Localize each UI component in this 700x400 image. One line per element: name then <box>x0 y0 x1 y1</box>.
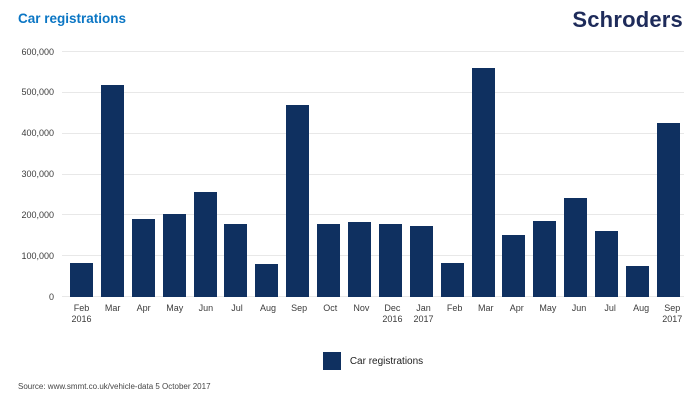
chart-title: Car registrations <box>18 11 127 26</box>
x-tick-label: Sep 2017 <box>662 303 683 324</box>
x-tick-label: Aug <box>633 303 650 313</box>
y-tick-label: 100,000 <box>21 250 54 261</box>
y-tick-label: 500,000 <box>21 87 54 98</box>
x-tick-label: Mar <box>477 303 494 313</box>
x-axis: Feb 2016 Mar Apr May Jun Jul Aug Sep Oct Nov Dec 201… <box>70 303 684 325</box>
x-tick: Jun <box>194 303 217 325</box>
x-tick-label: Nov <box>353 303 370 313</box>
x-tick: Feb <box>443 303 466 325</box>
x-tick-label: Dec 2016 <box>382 303 403 324</box>
x-tick: Jan 2017 <box>412 303 435 325</box>
x-tick-label: Apr <box>136 303 151 313</box>
x-tick: Jul <box>225 303 248 325</box>
bar <box>626 265 650 297</box>
bar <box>595 230 619 297</box>
x-tick: Nov <box>350 303 373 325</box>
x-tick-label: Oct <box>323 303 338 313</box>
y-tick-label: 200,000 <box>21 209 54 220</box>
x-tick: Oct <box>319 303 342 325</box>
legend-label: Car registrations <box>349 355 424 367</box>
x-tick: Apr <box>505 303 528 325</box>
y-tick-label: 600,000 <box>21 46 54 57</box>
x-tick: Sep 2017 <box>661 303 684 325</box>
x-tick-label: Jun <box>571 303 587 313</box>
gridline <box>62 214 684 216</box>
x-tick-label: Jun <box>198 303 214 313</box>
bar <box>502 234 526 297</box>
bar <box>378 224 402 297</box>
x-tick: Sep <box>288 303 311 325</box>
x-tick: Mar <box>474 303 497 325</box>
bar <box>255 263 279 297</box>
x-tick: Jun <box>568 303 591 325</box>
bar <box>162 213 186 297</box>
bar <box>70 263 93 297</box>
bar <box>564 197 588 297</box>
x-tick: May <box>163 303 186 325</box>
x-tick-label: Apr <box>509 303 524 313</box>
gridline <box>62 255 684 257</box>
gridline <box>62 91 684 93</box>
bar <box>131 219 155 297</box>
gridline <box>62 296 684 297</box>
bar <box>224 223 248 297</box>
x-tick-label: May <box>166 303 184 313</box>
x-tick: Feb 2016 <box>70 303 93 325</box>
source-note: Source: www.smmt.co.uk/vehicle-data 5 Oc… <box>18 382 211 391</box>
x-tick: Jul <box>599 303 622 325</box>
x-tick-label: May <box>539 303 557 313</box>
y-tick-label: 400,000 <box>21 128 54 139</box>
y-tick-label: 300,000 <box>21 169 54 179</box>
x-tick-label: Feb <box>446 303 463 313</box>
bar <box>317 223 341 297</box>
x-tick-label: Mar <box>104 303 121 313</box>
x-tick-label: Feb 2016 <box>71 303 92 324</box>
bar <box>286 105 310 297</box>
bar <box>100 85 124 297</box>
bar <box>409 225 433 297</box>
gridline <box>62 51 684 52</box>
x-tick-label: Jan 2017 <box>413 303 434 324</box>
x-tick-label: Jul <box>604 303 616 313</box>
x-tick: Dec 2016 <box>381 303 404 325</box>
x-tick: Aug <box>257 303 280 325</box>
schroders-logo: Schroders <box>572 7 683 32</box>
bar <box>471 67 495 297</box>
gridline <box>62 132 684 134</box>
bars-container <box>70 52 680 297</box>
y-tick-label: 0 <box>48 291 54 302</box>
x-tick: Mar <box>101 303 124 325</box>
legend: Car registrations <box>62 352 684 370</box>
gridline <box>62 173 684 175</box>
bar <box>348 221 372 297</box>
x-tick: May <box>536 303 559 325</box>
x-tick: Aug <box>630 303 653 325</box>
bar <box>533 221 557 297</box>
x-tick-label: Sep <box>291 303 308 313</box>
x-tick-label: Jul <box>231 303 243 313</box>
bar <box>193 192 217 297</box>
bar <box>656 123 680 297</box>
x-tick-label: Aug <box>260 303 277 313</box>
plot-area <box>62 51 684 297</box>
legend-swatch-icon <box>322 352 341 370</box>
x-tick: Apr <box>132 303 155 325</box>
bar <box>440 263 464 297</box>
